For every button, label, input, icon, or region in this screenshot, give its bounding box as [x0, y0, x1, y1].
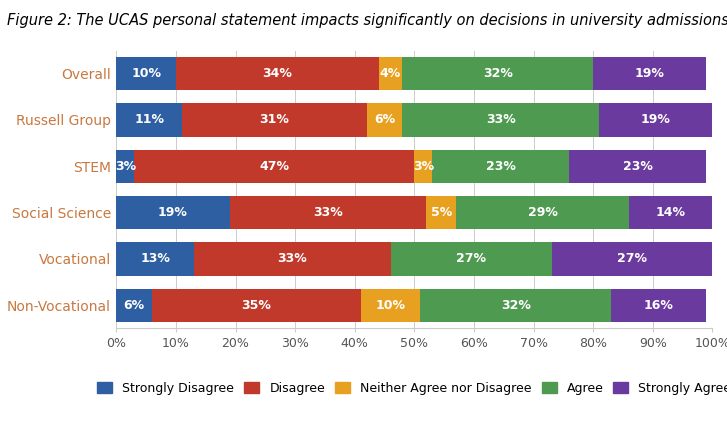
- Text: 13%: 13%: [140, 253, 170, 265]
- Text: 35%: 35%: [241, 299, 271, 312]
- Bar: [629, 196, 712, 229]
- Bar: [182, 103, 366, 137]
- Text: 10%: 10%: [131, 67, 161, 80]
- Text: 19%: 19%: [635, 67, 664, 80]
- Bar: [593, 57, 707, 91]
- Text: 34%: 34%: [262, 67, 292, 80]
- Bar: [456, 196, 629, 229]
- Bar: [176, 57, 379, 91]
- Text: 4%: 4%: [380, 67, 401, 80]
- Bar: [552, 242, 712, 276]
- Text: 23%: 23%: [486, 160, 515, 173]
- Bar: [420, 288, 611, 322]
- Bar: [152, 288, 361, 322]
- Legend: Strongly Disagree, Disagree, Neither Agree nor Disagree, Agree, Strongly Agree: Strongly Disagree, Disagree, Neither Agr…: [97, 382, 727, 395]
- Bar: [403, 103, 599, 137]
- Bar: [194, 242, 390, 276]
- Text: Figure 2: The UCAS personal statement impacts significantly on decisions in univ: Figure 2: The UCAS personal statement im…: [7, 13, 727, 28]
- Bar: [361, 288, 420, 322]
- Text: 32%: 32%: [501, 299, 531, 312]
- Bar: [426, 196, 456, 229]
- Bar: [116, 242, 194, 276]
- Text: 14%: 14%: [656, 206, 686, 219]
- Text: 10%: 10%: [376, 299, 406, 312]
- Bar: [414, 149, 433, 183]
- Bar: [403, 57, 593, 91]
- Bar: [390, 242, 552, 276]
- Bar: [116, 288, 152, 322]
- Bar: [379, 57, 403, 91]
- Text: 23%: 23%: [623, 160, 653, 173]
- Text: 29%: 29%: [528, 206, 558, 219]
- Text: 11%: 11%: [134, 114, 164, 126]
- Text: 3%: 3%: [413, 160, 434, 173]
- Text: 33%: 33%: [486, 114, 515, 126]
- Bar: [599, 103, 712, 137]
- Bar: [230, 196, 426, 229]
- Bar: [366, 103, 403, 137]
- Text: 19%: 19%: [641, 114, 671, 126]
- Bar: [116, 57, 176, 91]
- Text: 3%: 3%: [115, 160, 136, 173]
- Text: 32%: 32%: [483, 67, 513, 80]
- Text: 27%: 27%: [456, 253, 486, 265]
- Text: 33%: 33%: [277, 253, 307, 265]
- Text: 6%: 6%: [124, 299, 145, 312]
- Text: 5%: 5%: [430, 206, 452, 219]
- Bar: [116, 103, 182, 137]
- Bar: [611, 288, 707, 322]
- Text: 6%: 6%: [374, 114, 395, 126]
- Bar: [134, 149, 414, 183]
- Text: 19%: 19%: [158, 206, 188, 219]
- Bar: [433, 149, 569, 183]
- Text: 33%: 33%: [313, 206, 343, 219]
- Bar: [116, 196, 230, 229]
- Bar: [116, 149, 134, 183]
- Text: 27%: 27%: [617, 253, 647, 265]
- Text: 31%: 31%: [260, 114, 289, 126]
- Text: 16%: 16%: [644, 299, 674, 312]
- Text: 47%: 47%: [260, 160, 289, 173]
- Bar: [569, 149, 707, 183]
